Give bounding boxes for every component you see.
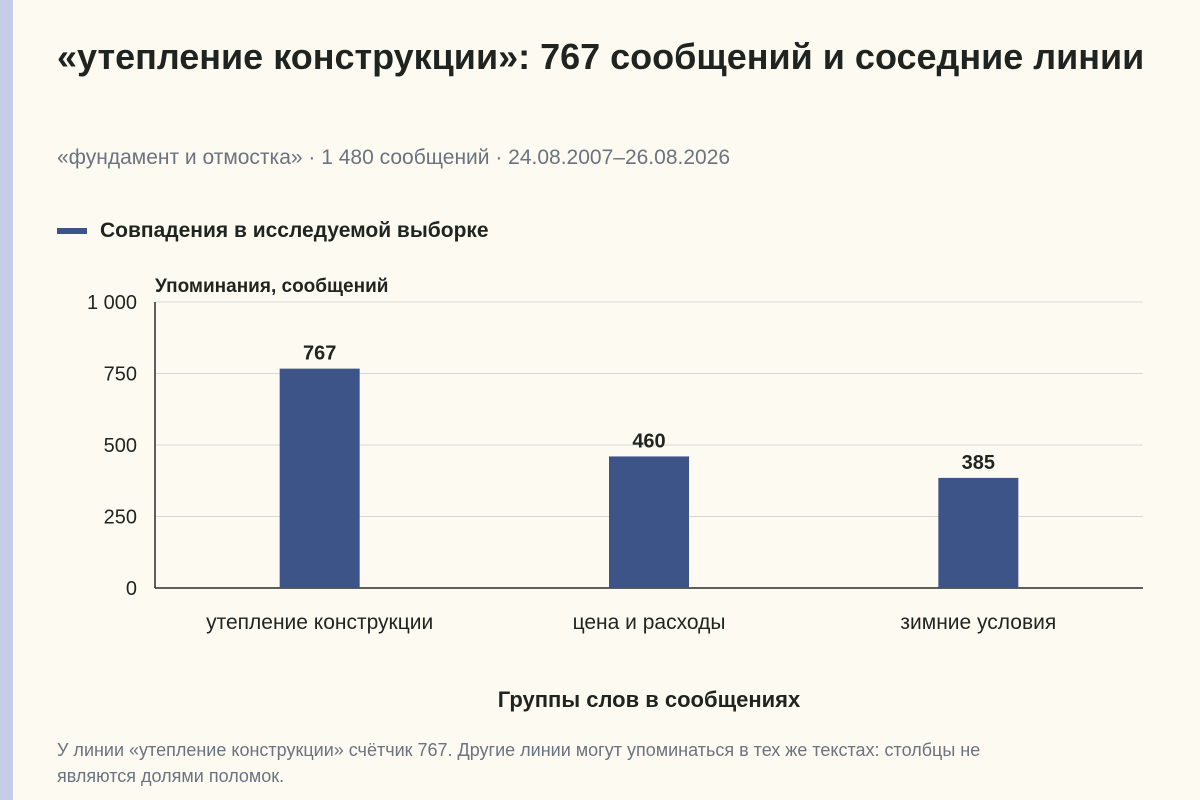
x-tick-label: зимние условия [900, 611, 1056, 634]
x-axis-label: Группы слов в сообщениях [498, 687, 801, 712]
bar [938, 477, 1019, 588]
bar-value-label: 385 [962, 452, 995, 474]
y-axis-label: Упоминания, сообщений [155, 276, 388, 297]
legend-label: Совпадения в исследуемой выборке [100, 219, 489, 242]
y-tick-label: 1 000 [87, 292, 137, 314]
y-tick-label: 500 [104, 435, 137, 457]
bar [609, 456, 689, 588]
x-tick-label: цена и расходы [573, 611, 726, 634]
bar [279, 368, 360, 588]
side-accent-strip [0, 0, 13, 800]
legend-swatch [57, 228, 87, 234]
y-tick-label: 750 [104, 364, 137, 386]
y-tick-label: 250 [104, 507, 137, 529]
bar-value-label: 460 [632, 430, 665, 452]
y-tick-label: 0 [126, 578, 137, 600]
chart-legend: Совпадения в исследуемой выборке [57, 219, 489, 243]
footnote: У линии «утепление конструкции» счётчик … [57, 740, 981, 786]
x-tick-label: утепление конструкции [206, 611, 433, 634]
bar-value-label: 767 [303, 343, 336, 365]
chart-title: «утепление конструкции»: 767 сообщений и… [57, 36, 1145, 77]
chart-subtitle: «фундамент и отмостка» · 1 480 сообщений… [57, 146, 731, 169]
